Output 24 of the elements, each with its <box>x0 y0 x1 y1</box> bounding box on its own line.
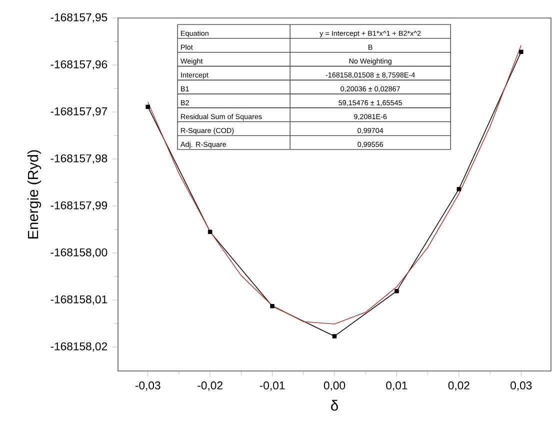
y-tick-label: -168158,02 <box>50 342 108 352</box>
y-tick-label: -168158,01 <box>50 295 108 305</box>
y-tick-label: -168157,95 <box>50 13 108 23</box>
x-tick-label: 0,00 <box>324 381 346 391</box>
point <box>519 50 524 54</box>
x-tick-label: 0,03 <box>510 381 532 391</box>
point <box>456 186 462 192</box>
point <box>394 288 399 294</box>
x-tick-label: 0,01 <box>386 381 408 391</box>
y-tick-label: -168157,97 <box>50 107 108 117</box>
y-tick-label: -168157,98 <box>50 154 108 164</box>
x-tick-label: 0,02 <box>448 381 470 391</box>
y-axis-title: Energie (Ryd) <box>27 150 42 239</box>
x-tick-label: -0,02 <box>198 381 222 391</box>
point <box>146 104 150 109</box>
x-tick-label: -0,01 <box>260 381 285 391</box>
y-tick-label: -168157,99 <box>50 201 108 211</box>
y-tick-label: -168158,00 <box>50 248 108 258</box>
point <box>270 304 274 308</box>
point <box>332 334 337 338</box>
x-axis-title: δ <box>331 400 338 411</box>
y-tick-label: -168157,96 <box>50 60 108 70</box>
point <box>208 230 212 234</box>
x-tick-label: -0,03 <box>135 381 160 391</box>
